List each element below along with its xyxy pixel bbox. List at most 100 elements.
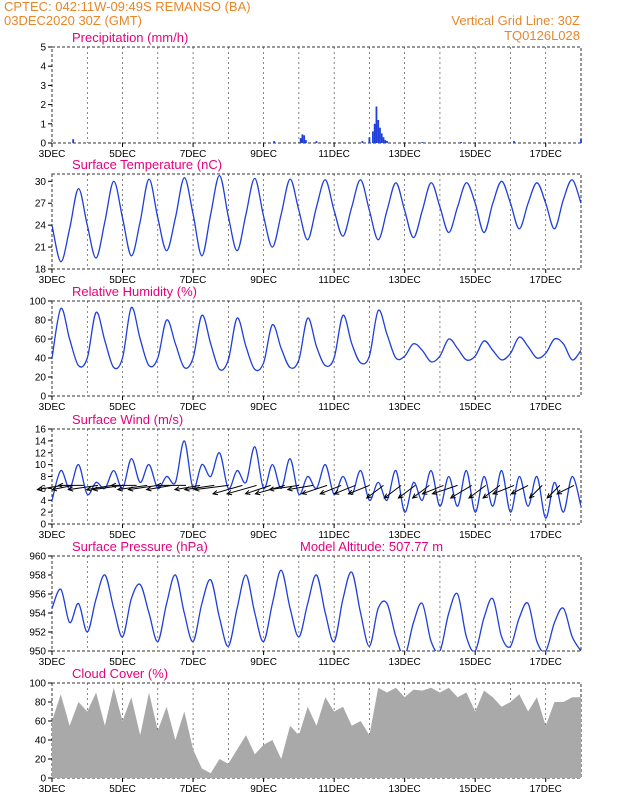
wind-xtick-label: 15DEC (459, 530, 491, 541)
humidity-xtick-label: 11DEC (318, 402, 350, 413)
precip-bar (273, 141, 276, 143)
wind-vector-head (383, 493, 390, 499)
wind-vector-head (333, 489, 340, 495)
cloud-xtick-label: 17DEC (530, 784, 562, 795)
wind-ytick-label: 6 (40, 484, 46, 495)
cloud-area (52, 687, 581, 778)
wind-vector-arrow (482, 485, 501, 499)
wind-xtick-label: 17DEC (530, 530, 562, 541)
precip-bar (372, 131, 374, 143)
wind-vector-arrow (86, 484, 113, 491)
pressure-ytick-label: 950 (29, 647, 46, 658)
pressure-series-line (52, 569, 581, 651)
humidity-xtick-label: 15DEC (459, 402, 491, 413)
precip-bar (315, 141, 318, 143)
temperature-xtick-label: 7DEC (180, 275, 207, 286)
pressure-frame (51, 555, 582, 652)
precip-ytick-label: 0 (40, 139, 46, 150)
wind-vector-arrow (245, 484, 271, 495)
wind-vector-arrow (227, 484, 257, 495)
wind-vector-arrow (184, 484, 215, 491)
precip-xtick-label: 17DEC (530, 149, 562, 160)
wind-ytick-label: 8 (40, 472, 46, 483)
wind-vector-arrow (146, 484, 172, 491)
humidity-xtick-label: 5DEC (109, 402, 136, 413)
temperature-xtick-label: 9DEC (250, 275, 277, 286)
cloud-xtick-label: 5DEC (109, 784, 136, 795)
wind-vector-arrow (398, 485, 416, 499)
precip-ytick-label: 3 (40, 81, 46, 92)
precip-bar (380, 133, 383, 143)
wind-vector-head (225, 490, 233, 496)
precip-ytick-label: 2 (40, 100, 46, 111)
wind-vector-head (546, 493, 553, 499)
wind-vector-head (449, 493, 456, 499)
wind-xtick-label: 3DEC (39, 530, 66, 541)
wind-xtick-label: 13DEC (389, 530, 421, 541)
wind-vector-arrow (287, 484, 314, 491)
header-model-code: TQ0126L028 (504, 28, 580, 43)
precip-bar (303, 135, 306, 143)
wind-ytick-label: 12 (35, 448, 47, 459)
wind-vector-head (127, 486, 134, 492)
wind-frame (51, 428, 582, 525)
humidity-frame (51, 300, 582, 397)
wind-vector-arrow (93, 484, 123, 491)
wind-vector-arrow (212, 484, 243, 495)
precip-xtick-label: 9DEC (250, 149, 277, 160)
precip-ytick-label: 1 (40, 119, 46, 130)
wind-vector-head (491, 489, 499, 495)
precip-xtick-label: 11DEC (318, 149, 350, 160)
temperature-xtick-label: 15DEC (459, 275, 491, 286)
header-run-time: 03DEC2020 30Z (GMT) (4, 13, 142, 28)
humidity-series-line (52, 306, 581, 372)
humidity-ytick-label: 20 (35, 373, 47, 384)
cloud-ytick-label: 20 (35, 755, 47, 766)
wind-vector-head (528, 493, 535, 499)
precip-bar (384, 140, 387, 143)
wind-vector-arrow (492, 484, 515, 495)
pressure-ytick-label: 952 (29, 628, 46, 639)
precip-bar (375, 106, 378, 143)
pressure-ytick-label: 956 (29, 590, 46, 601)
precip-bar (382, 137, 385, 143)
cloud-xtick-label: 15DEC (459, 784, 491, 795)
pressure-ytick-label: 960 (29, 552, 46, 563)
pressure-annotation: Model Altitude: 507.77 m (300, 539, 443, 554)
precip-xtick-label: 7DEC (180, 149, 207, 160)
wind-vector-head (155, 482, 162, 489)
wind-vector-arrow (422, 484, 444, 495)
wind-vector-head (468, 493, 474, 499)
temperature-xtick-label: 17DEC (530, 275, 562, 286)
humidity-xtick-label: 13DEC (389, 402, 421, 413)
precip-bar (513, 141, 515, 143)
pressure-title: Surface Pressure (hPa) (72, 539, 208, 554)
wind-vector-head (300, 489, 307, 495)
humidity-xtick-label: 7DEC (180, 402, 207, 413)
cloud-title: Cloud Cover (%) (72, 666, 168, 681)
wind-vector-head (57, 482, 64, 489)
wind-ytick-label: 16 (35, 425, 47, 436)
wind-vector-arrow (468, 485, 487, 499)
wind-vector-head (431, 489, 438, 495)
temperature-xtick-label: 11DEC (318, 275, 350, 286)
temperature-frame (51, 173, 582, 270)
cloud-xtick-label: 3DEC (39, 784, 66, 795)
precip-bar (377, 119, 380, 143)
precip-ytick-label: 5 (40, 43, 46, 54)
precip-bar (299, 138, 302, 143)
precip-bar (421, 142, 424, 143)
wind-vector-arrow (320, 484, 342, 495)
pressure-xtick-label: 17DEC (530, 657, 562, 668)
wind-vector-arrow (348, 484, 370, 495)
precip-xtick-label: 13DEC (389, 149, 421, 160)
temperature-ytick-label: 30 (35, 177, 47, 188)
precip-title: Precipitation (mm/h) (72, 30, 188, 45)
wind-vector-arrow (450, 484, 472, 499)
wind-vector-head (193, 486, 200, 492)
wind-vector-head (173, 486, 180, 492)
temperature-ytick-label: 24 (35, 221, 47, 232)
wind-xtick-label: 5DEC (109, 530, 136, 541)
pressure-xtick-label: 9DEC (250, 657, 277, 668)
cloud-ytick-label: 60 (35, 717, 47, 728)
